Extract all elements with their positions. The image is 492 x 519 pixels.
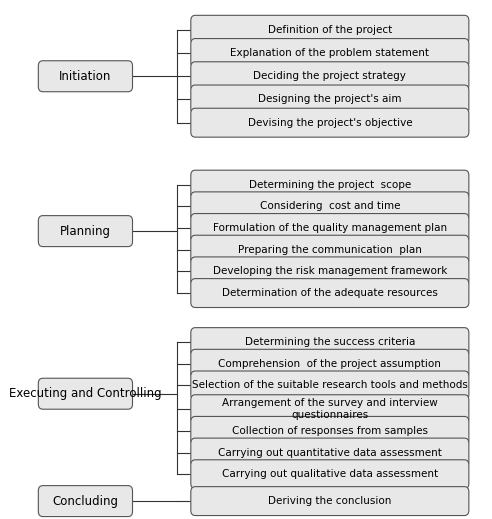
FancyBboxPatch shape bbox=[191, 327, 469, 357]
Text: Preparing the communication  plan: Preparing the communication plan bbox=[238, 244, 422, 255]
Text: Definition of the project: Definition of the project bbox=[268, 25, 392, 35]
FancyBboxPatch shape bbox=[191, 62, 469, 91]
FancyBboxPatch shape bbox=[191, 257, 469, 286]
FancyBboxPatch shape bbox=[191, 38, 469, 67]
FancyBboxPatch shape bbox=[191, 487, 469, 515]
FancyBboxPatch shape bbox=[191, 16, 469, 44]
Text: Determination of the adequate resources: Determination of the adequate resources bbox=[222, 288, 438, 298]
FancyBboxPatch shape bbox=[191, 438, 469, 467]
Text: Determining the project  scope: Determining the project scope bbox=[249, 180, 411, 189]
Text: Determining the success criteria: Determining the success criteria bbox=[245, 337, 415, 347]
Text: Designing the project's aim: Designing the project's aim bbox=[258, 94, 401, 104]
FancyBboxPatch shape bbox=[191, 395, 469, 424]
Text: Executing and Controlling: Executing and Controlling bbox=[9, 387, 162, 400]
Text: Concluding: Concluding bbox=[53, 495, 119, 508]
Text: Collection of responses from samples: Collection of responses from samples bbox=[232, 426, 428, 436]
Text: Carrying out qualitative data assessment: Carrying out qualitative data assessment bbox=[222, 469, 438, 479]
FancyBboxPatch shape bbox=[191, 416, 469, 445]
FancyBboxPatch shape bbox=[38, 61, 132, 92]
FancyBboxPatch shape bbox=[191, 170, 469, 199]
Text: Deciding the project strategy: Deciding the project strategy bbox=[253, 71, 406, 81]
Text: Developing the risk management framework: Developing the risk management framework bbox=[213, 266, 447, 277]
FancyBboxPatch shape bbox=[191, 349, 469, 378]
Text: Selection of the suitable research tools and methods: Selection of the suitable research tools… bbox=[192, 380, 468, 390]
FancyBboxPatch shape bbox=[191, 85, 469, 114]
Text: Comprehension  of the project assumption: Comprehension of the project assumption bbox=[218, 359, 441, 369]
Text: Arrangement of the survey and interview
questionnaires: Arrangement of the survey and interview … bbox=[222, 399, 438, 420]
FancyBboxPatch shape bbox=[191, 460, 469, 489]
FancyBboxPatch shape bbox=[191, 213, 469, 242]
FancyBboxPatch shape bbox=[191, 235, 469, 264]
Text: Deriving the conclusion: Deriving the conclusion bbox=[268, 496, 392, 506]
FancyBboxPatch shape bbox=[38, 486, 132, 516]
Text: Explanation of the problem statement: Explanation of the problem statement bbox=[230, 48, 430, 58]
FancyBboxPatch shape bbox=[38, 215, 132, 247]
Text: Planning: Planning bbox=[60, 225, 111, 238]
FancyBboxPatch shape bbox=[38, 378, 132, 409]
Text: Carrying out quantitative data assessment: Carrying out quantitative data assessmen… bbox=[218, 447, 442, 458]
FancyBboxPatch shape bbox=[191, 279, 469, 308]
FancyBboxPatch shape bbox=[191, 108, 469, 137]
Text: Formulation of the quality management plan: Formulation of the quality management pl… bbox=[213, 223, 447, 233]
Text: Devising the project's objective: Devising the project's objective bbox=[247, 118, 412, 128]
Text: Considering  cost and time: Considering cost and time bbox=[260, 201, 400, 211]
FancyBboxPatch shape bbox=[191, 371, 469, 400]
Text: Initiation: Initiation bbox=[59, 70, 112, 83]
FancyBboxPatch shape bbox=[191, 192, 469, 221]
